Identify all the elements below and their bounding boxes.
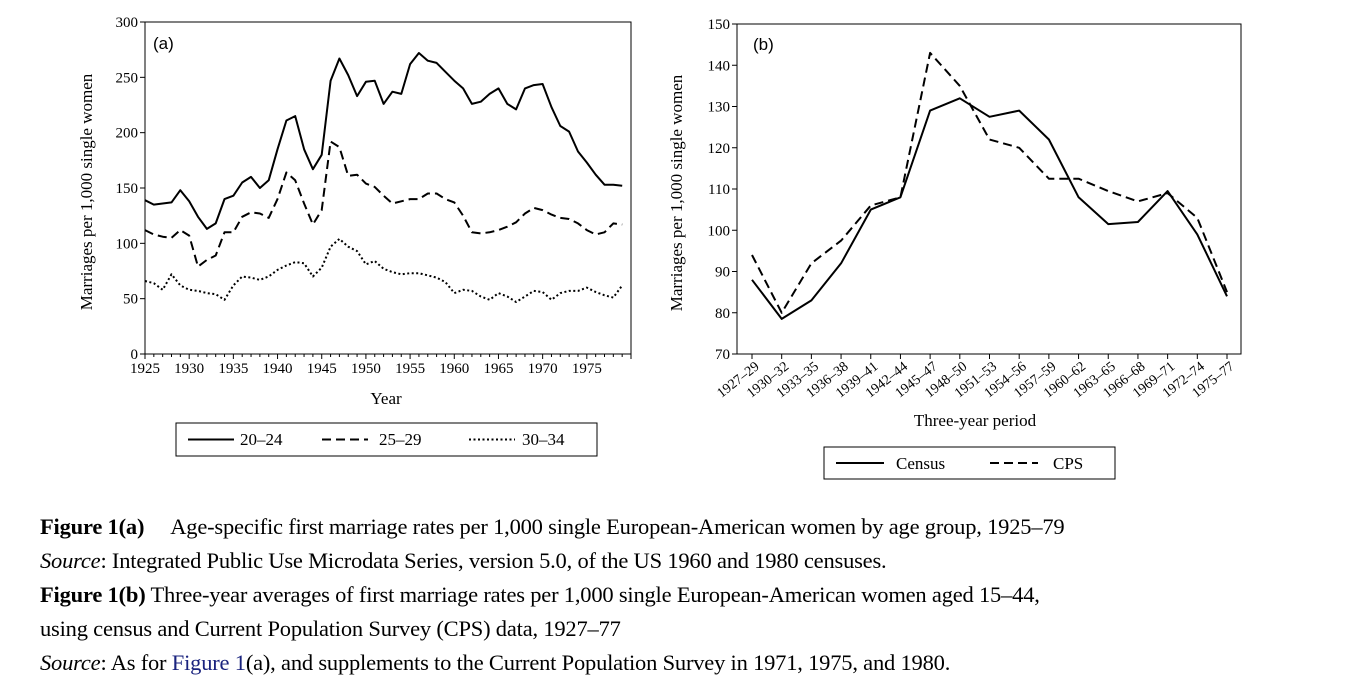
plot-frame-b xyxy=(736,23,1242,355)
legend-label-b: CPS xyxy=(1053,454,1083,473)
legend-frame-a xyxy=(175,422,598,457)
legend-label-a: 30–34 xyxy=(522,430,565,449)
legend-label-b: Census xyxy=(896,454,945,473)
y-tick-label-b: 80 xyxy=(715,306,730,322)
y-tick-label-b: 100 xyxy=(708,223,731,239)
caption-source-label-b: Source xyxy=(40,650,101,675)
x-tick-label-a: 1940 xyxy=(263,361,293,377)
caption-fig-b-source-post: (a), and supplements to the Current Popu… xyxy=(245,650,951,675)
y-axis-label-b: Marriages per 1,000 single women xyxy=(667,74,686,311)
series-line-30–34 xyxy=(144,237,624,303)
y-tick-label-a: 200 xyxy=(116,126,139,142)
x-tick-label-a: 1930 xyxy=(174,361,204,377)
panel-a-chart: 0 50 100 150 200 250 300 1925 1930 1935 1940 1945 19… xyxy=(77,15,632,457)
y-tick-label-b: 130 xyxy=(708,100,731,116)
x-tick-label-a: 1925 xyxy=(130,361,160,377)
caption-line-fig-b: Figure 1(b) Three-year averages of first… xyxy=(40,578,1340,612)
y-tick-label-b: 120 xyxy=(708,141,731,157)
caption-fig-b-text-1: Three-year averages of first marriage ra… xyxy=(145,582,1040,607)
x-tick-label-a: 1975 xyxy=(572,361,602,377)
series-line-CPS xyxy=(751,51,1228,314)
panel-label-a: (a) xyxy=(153,34,174,53)
caption-fig-a-text: Age-specific first marriage rates per 1,… xyxy=(170,514,1065,539)
legend-a: 20–24 25–29 30–34 xyxy=(175,422,598,457)
y-tick-label-a: 300 xyxy=(116,15,139,31)
caption-line-fig-b-cont: using census and Current Population Surv… xyxy=(40,612,1340,646)
caption-fig-a-source: : Integrated Public Use Microdata Series… xyxy=(100,548,887,573)
series-line-20–24 xyxy=(144,52,623,230)
caption-line-fig-a: Figure 1(a) Age-specific first marriage r… xyxy=(40,510,1340,544)
x-axis-label-b: Three-year period xyxy=(914,411,1037,430)
legend-b: Census CPS xyxy=(823,446,1116,480)
legend-label-a: 25–29 xyxy=(379,430,422,449)
x-tick-label-a: 1960 xyxy=(439,361,469,377)
y-tick-label-b: 110 xyxy=(708,182,730,198)
y-axis-label-a: Marriages per 1,000 single women xyxy=(77,73,96,310)
x-tick-label-a: 1935 xyxy=(218,361,248,377)
y-tick-label-b: 90 xyxy=(715,265,730,281)
series-line-Census xyxy=(751,97,1228,320)
y-tick-label-b: 70 xyxy=(715,347,730,363)
caption-fig-b-text-2: using census and Current Population Surv… xyxy=(40,616,621,641)
x-tick-label-a: 1965 xyxy=(483,361,513,377)
caption-fig-b-label: Figure 1(b) xyxy=(40,582,146,607)
caption-line-fig-a-source: Source: Integrated Public Use Microdata … xyxy=(40,544,1340,578)
panel-b-chart: 7080901001101201301401501927–291930–3219… xyxy=(667,17,1242,480)
x-tick-label-a: 1955 xyxy=(395,361,425,377)
caption-line-fig-b-source: Source: As for Figure 1(a), and suppleme… xyxy=(40,646,1340,680)
y-tick-label-a: 0 xyxy=(131,347,139,363)
y-tick-label-a: 100 xyxy=(116,236,139,252)
x-tick-label-a: 1950 xyxy=(351,361,381,377)
x-tick-label-a: 1945 xyxy=(307,361,337,377)
y-tick-label-a: 50 xyxy=(123,292,138,308)
caption-source-label: Source xyxy=(40,548,101,573)
caption-fig-a-label: Figure 1(a) xyxy=(40,514,145,539)
figure-caption: Figure 1(a) Age-specific first marriage r… xyxy=(40,510,1340,680)
legend-label-a: 20–24 xyxy=(240,430,283,449)
panel-label-b: (b) xyxy=(753,35,774,54)
y-tick-label-a: 150 xyxy=(116,181,139,197)
plot-frame-a xyxy=(144,21,632,355)
x-tick-label-a: 1970 xyxy=(528,361,558,377)
caption-fig-b-source-pre: : As for xyxy=(100,650,172,675)
y-tick-label-b: 140 xyxy=(708,58,731,74)
y-tick-label-b: 150 xyxy=(708,17,731,33)
x-axis-label-a: Year xyxy=(370,389,402,408)
series-line-25–29 xyxy=(144,140,623,268)
y-tick-label-a: 250 xyxy=(116,70,139,86)
figure-charts: 0 50 100 150 200 250 300 1925 1930 1935 1940 1945 19… xyxy=(77,15,1242,480)
figure-link[interactable]: Figure 1 xyxy=(171,650,246,675)
